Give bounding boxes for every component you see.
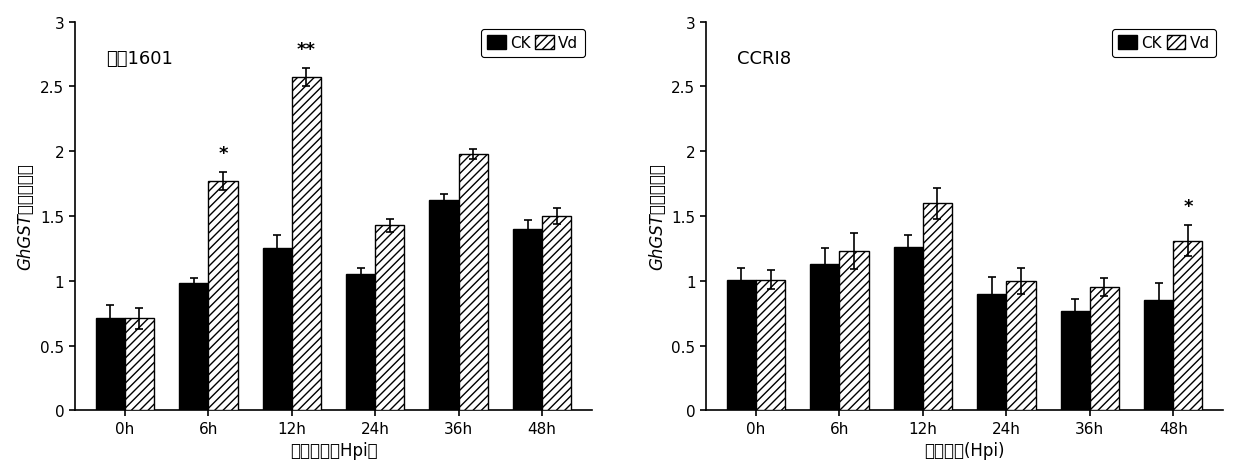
Legend: CK, Vd: CK, Vd [1112,30,1215,58]
Bar [376,226,404,410]
Bar [208,182,238,410]
Bar [291,78,321,410]
Bar [1007,281,1035,410]
Y-axis label: GhGST相对表达量: GhGST相对表达量 [16,163,35,270]
Bar [513,229,542,410]
Bar [839,251,869,410]
Text: *: * [1183,198,1193,215]
X-axis label: 接菌时间(Hpi): 接菌时间(Hpi) [924,441,1004,459]
Bar [1060,311,1090,410]
Bar [459,155,487,410]
Bar [1145,301,1173,410]
Bar [977,294,1007,410]
Bar [923,204,952,410]
Bar [179,284,208,410]
Bar [95,319,125,410]
Y-axis label: GhGST相对表达量: GhGST相对表达量 [647,163,666,270]
Bar [810,264,839,410]
Bar [542,217,572,410]
Text: CCRI8: CCRI8 [737,50,791,68]
X-axis label: 接菌时间（Hpi）: 接菌时间（Hpi） [290,441,377,459]
Bar [756,280,785,410]
Bar [346,275,376,410]
Bar [429,201,459,410]
Legend: CK, Vd: CK, Vd [481,30,584,58]
Bar [1173,241,1203,410]
Bar [125,319,154,410]
Text: 农大1601: 农大1601 [105,50,172,68]
Bar [894,248,923,410]
Bar [263,249,291,410]
Text: *: * [218,144,228,162]
Text: **: ** [296,41,316,59]
Bar [727,280,756,410]
Bar [1090,288,1118,410]
